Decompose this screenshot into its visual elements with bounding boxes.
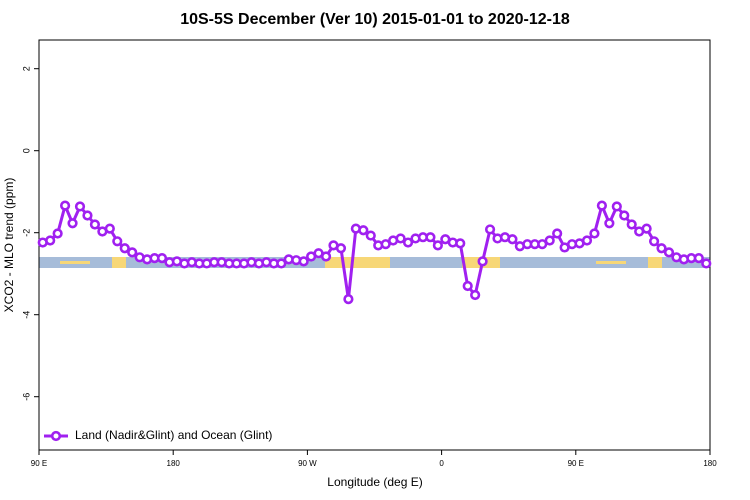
y-tick-label: -6 (21, 393, 31, 401)
series-point (462, 280, 473, 292)
series-point (298, 256, 309, 267)
series-point (127, 247, 138, 258)
y-tick-label: -4 (21, 311, 31, 319)
series-point (611, 201, 622, 212)
y-tick-label: 0 (21, 148, 31, 153)
series-point (276, 258, 287, 269)
series-point (544, 235, 555, 246)
series-point (425, 232, 436, 243)
series-point (470, 289, 481, 301)
series-point (112, 236, 123, 247)
series-point (604, 218, 615, 229)
x-tick-label: 180 (167, 459, 181, 468)
y-tick-label: 2 (21, 66, 31, 71)
series-point (663, 247, 675, 258)
series-point (701, 258, 712, 269)
series-point (67, 218, 78, 229)
series-point (581, 235, 593, 246)
series-point (619, 210, 630, 221)
series-point (365, 230, 376, 241)
x-tick-label: 180 (703, 459, 717, 468)
y-tick-label: -2 (21, 229, 31, 237)
x-axis-label: Longitude (deg E) (327, 475, 422, 489)
series-point (477, 256, 488, 267)
x-tick-label: 0 (439, 459, 444, 468)
series-point (432, 240, 443, 251)
legend-label: Land (Nadir&Glint) and Ocean (Glint) (75, 428, 272, 442)
series-point (89, 219, 101, 230)
series-point (104, 223, 115, 234)
series-point (343, 294, 354, 305)
series-point (648, 236, 660, 247)
series-point (455, 238, 466, 249)
series-point (74, 201, 86, 212)
series-point (395, 233, 406, 244)
series-point (335, 243, 347, 254)
series-point (589, 228, 600, 239)
series-point (626, 219, 637, 230)
series-point (358, 225, 369, 236)
series-point (156, 253, 168, 264)
series-point (656, 243, 667, 254)
series-point (693, 253, 704, 264)
series-point (52, 228, 63, 239)
x-tick-label: 90 E (568, 459, 584, 468)
series-point (484, 224, 496, 235)
series-point (507, 234, 518, 245)
series-point (59, 200, 71, 211)
series-point (380, 239, 391, 250)
chart-title: 10S-5S December (Ver 10) 2015-01-01 to 2… (180, 11, 570, 28)
series-point (641, 223, 652, 234)
series-point (596, 200, 607, 211)
series-point (537, 239, 548, 250)
series-point (82, 210, 93, 221)
legend-marker (50, 430, 62, 442)
y-axis-label: XCO2 - MLO trend (ppm) (2, 178, 16, 313)
x-tick-label: 90 E (31, 459, 47, 468)
series-point (552, 228, 563, 239)
series-point (320, 251, 332, 262)
series-point (119, 243, 130, 254)
series-point (45, 235, 56, 246)
x-tick-label: 90 W (298, 459, 317, 468)
series-point (402, 237, 414, 248)
